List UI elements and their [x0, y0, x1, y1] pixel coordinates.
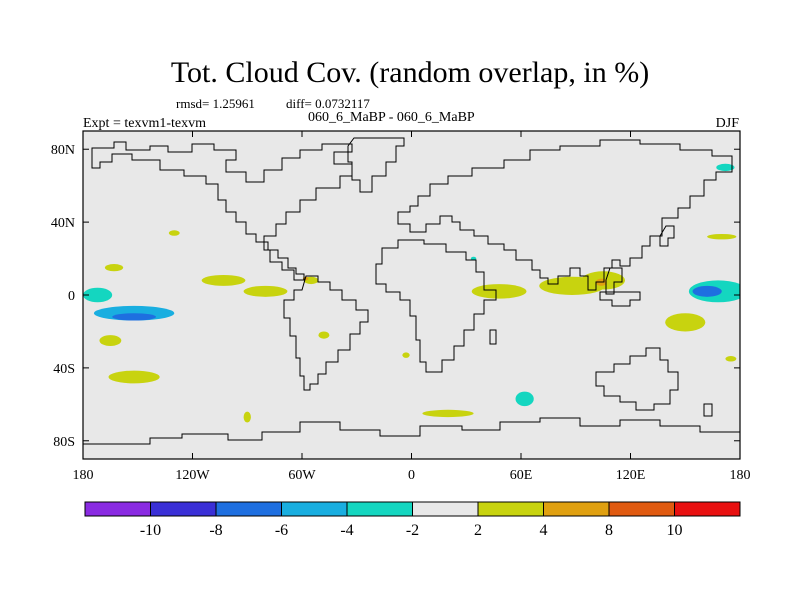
- anomaly-patch-26: [243, 411, 251, 423]
- colorbar-label: -8: [209, 522, 222, 539]
- x-tick-label: 180: [730, 468, 751, 483]
- y-tick-label: 40N: [51, 216, 75, 231]
- anomaly-patch-11: [318, 331, 330, 339]
- y-tick-label: 80S: [53, 435, 75, 450]
- colorbar-swatch: [674, 501, 741, 517]
- x-tick-label: 0: [408, 468, 415, 483]
- season-label: DJF: [716, 116, 740, 131]
- colorbar-swatch: [608, 501, 675, 517]
- x-tick-label: 120W: [175, 468, 210, 483]
- coastline-australia: [595, 347, 679, 411]
- chart-title: Tot. Cloud Cov. (random overlap, in %): [171, 56, 649, 89]
- x-tick-label: 120E: [616, 468, 646, 483]
- coastline-eurasia: [397, 139, 733, 291]
- y-tick-label: 40S: [53, 362, 75, 377]
- colorbar-swatch: [150, 501, 217, 517]
- x-tick-label: 180: [73, 468, 94, 483]
- colorbar-label: -6: [275, 522, 288, 539]
- anomaly-patch-20: [716, 163, 735, 172]
- anomaly-patch-4: [243, 285, 288, 297]
- colorbar-swatch: [84, 501, 151, 517]
- coastline-africa: [375, 239, 497, 373]
- anomaly-patch-7: [104, 264, 124, 272]
- colorbar-label: -2: [406, 522, 419, 539]
- colorbar-label: 2: [474, 522, 482, 539]
- x-axis: 180 120W 60W 0 60E 120E 180: [73, 131, 751, 483]
- anomaly-patch-25: [470, 256, 477, 261]
- anomaly-patch-12: [471, 284, 527, 299]
- anomaly-patch-18: [692, 285, 722, 297]
- anomaly-patch-24: [402, 352, 410, 358]
- anomaly-patch-19: [707, 233, 737, 240]
- experiment-label: Expt = texvm1-texvm: [83, 116, 206, 131]
- colorbar: -10 -8 -6 -4 -2 2 4 8 10: [84, 501, 741, 539]
- colorbar-label: 4: [540, 522, 548, 539]
- y-tick-label: 80N: [51, 143, 75, 158]
- colorbar-swatch: [477, 501, 544, 517]
- colorbar-label: 10: [667, 522, 683, 539]
- anomaly-patch-1: [112, 313, 156, 321]
- coastline-new-zealand: [703, 403, 713, 417]
- comparison-label: 060_6_MaBP - 060_6_MaBP: [308, 110, 475, 125]
- anomaly-patch-21: [422, 409, 474, 418]
- anomaly-patch-16: [665, 313, 706, 332]
- anomaly-patch-22: [515, 391, 534, 407]
- colorbar-label: -10: [140, 522, 161, 539]
- coastline-north-america: [91, 141, 353, 281]
- colorbar-label: 8: [605, 522, 613, 539]
- coastline-madagascar: [489, 329, 497, 345]
- coastlines: [83, 137, 740, 445]
- colorbar-swatch: [412, 501, 479, 517]
- y-axis: 80N 40N 0 40S 80S: [51, 143, 740, 450]
- anomaly-patch-2: [83, 287, 113, 303]
- colorbar-swatch: [281, 501, 348, 517]
- diff-label: diff= 0.0732117: [286, 96, 370, 111]
- rmsd-label: rmsd= 1.25961: [176, 96, 255, 111]
- anomaly-patch-3: [201, 274, 246, 286]
- coastline-antarctica: [83, 417, 740, 445]
- coastline-japan: [659, 225, 675, 247]
- coastline-indochina: [605, 267, 623, 295]
- coastline-greenland: [347, 137, 405, 193]
- colorbar-swatch: [346, 501, 413, 517]
- anomaly-patch-10: [168, 230, 180, 236]
- x-tick-label: 60E: [510, 468, 533, 483]
- colorbar-label: -4: [340, 522, 353, 539]
- anomaly-patch-9: [108, 370, 160, 384]
- anomaly-patch-8: [99, 335, 122, 347]
- x-tick-label: 60W: [288, 468, 316, 483]
- colorbar-swatch: [215, 501, 282, 517]
- anomaly-patch-23: [725, 356, 737, 362]
- map-background: [83, 131, 740, 459]
- coastline-south-america: [283, 275, 369, 391]
- y-tick-label: 0: [68, 289, 75, 304]
- coastline-indonesia: [599, 291, 641, 307]
- colorbar-swatch: [543, 501, 610, 517]
